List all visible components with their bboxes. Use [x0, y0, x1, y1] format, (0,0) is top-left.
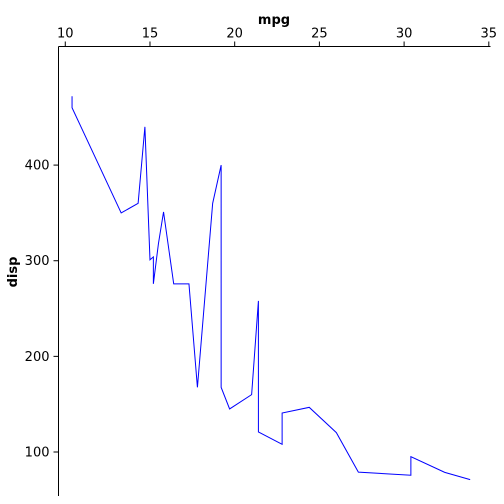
x-tick-label: 35	[481, 27, 498, 42]
x-tick-label: 20	[226, 27, 243, 42]
y-tick-label: 300	[25, 254, 50, 269]
y-axis-ticks: 100 200 300 400	[25, 159, 59, 461]
x-tick-label: 15	[142, 27, 159, 42]
x-tick-label: 30	[396, 27, 413, 42]
axes	[58, 46, 491, 496]
x-tick-label: 25	[311, 27, 328, 42]
y-tick-label: 200	[25, 350, 50, 365]
y-tick-label: 400	[25, 159, 50, 174]
series-group	[71, 96, 471, 481]
y-axis-title: disp	[6, 257, 21, 288]
x-axis-ticks: 10 15 20 25 30 35	[57, 27, 497, 47]
y-tick-label: 100	[25, 446, 50, 461]
x-axis-title: mpg	[258, 13, 290, 28]
x-tick-label: 10	[57, 27, 74, 42]
series-line	[71, 96, 471, 481]
